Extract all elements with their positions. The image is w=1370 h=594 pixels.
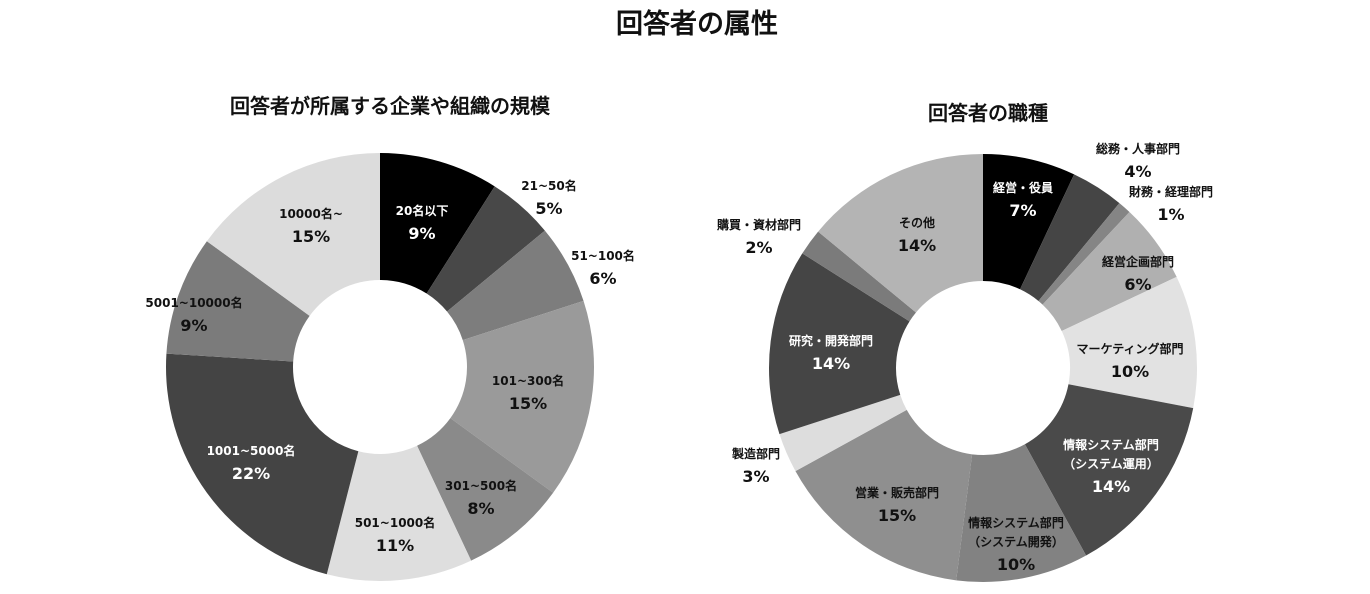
donut-slice bbox=[1061, 276, 1197, 409]
company-size-labels: 20名以下 9% 21~50名 5% 51~100名 6% 101~300名 15% 301~5… bbox=[145, 178, 635, 555]
donut-slice bbox=[326, 445, 472, 581]
slice-category-label: 経営企画部門 bbox=[1102, 254, 1174, 269]
slice-category-label: 製造部門 bbox=[731, 446, 780, 461]
donut-slice bbox=[1024, 384, 1194, 556]
slice-category-label: 21~50名 bbox=[521, 178, 576, 193]
donut-slice bbox=[426, 186, 545, 312]
slice-category-label: 301~500名 bbox=[445, 478, 517, 493]
slice-category-label: 1001~5000名 bbox=[207, 443, 296, 458]
slice-value-label: 15% bbox=[292, 227, 330, 246]
slice-value-label: 7% bbox=[1009, 201, 1036, 220]
slice-value-label: 14% bbox=[1092, 477, 1130, 496]
donut-slice bbox=[818, 154, 983, 313]
slice-value-label: 14% bbox=[898, 236, 936, 255]
job-type-slices bbox=[768, 154, 1197, 582]
donut-slice bbox=[795, 409, 973, 581]
slice-category-label: 研究・開発部門 bbox=[789, 333, 873, 348]
slice-value-label: 4% bbox=[1124, 162, 1151, 181]
slice-category-label: 20名以下 bbox=[396, 203, 449, 218]
slice-category-label: 51~100名 bbox=[571, 248, 635, 263]
donut-slice bbox=[956, 444, 1087, 582]
donut-slice bbox=[779, 394, 907, 472]
slice-value-label: 14% bbox=[812, 354, 850, 373]
slice-value-label: 10% bbox=[1111, 362, 1149, 381]
donut-slice bbox=[380, 153, 495, 294]
slice-category-label: マーケティング部門 bbox=[1076, 341, 1183, 356]
slice-category-label: 5001~10000名 bbox=[145, 295, 242, 310]
company-size-title: 回答者が所属する企業や組織の規模 bbox=[230, 94, 551, 118]
slice-value-label: 5% bbox=[535, 199, 562, 218]
slice-value-label: 6% bbox=[1124, 275, 1151, 294]
slice-category-label: 財務・経理部門 bbox=[1128, 184, 1213, 199]
company-size-slices bbox=[166, 153, 594, 581]
slice-value-label: 15% bbox=[878, 506, 916, 525]
slice-value-label: 8% bbox=[467, 499, 494, 518]
chart-main-title: 回答者の属性 bbox=[616, 8, 778, 40]
slice-category-label: 情報システム部門（システム運用） bbox=[1063, 437, 1159, 471]
donut-slice bbox=[983, 154, 1075, 290]
donut-slice bbox=[450, 300, 594, 493]
donut-slice bbox=[768, 253, 910, 435]
slice-category-label: 情報システム部門（システム開発） bbox=[968, 515, 1064, 549]
donut-slice bbox=[447, 230, 584, 341]
slice-category-label: 501~1000名 bbox=[355, 515, 436, 530]
donut-slice bbox=[166, 241, 310, 362]
donut-slice bbox=[802, 231, 916, 322]
donut-slice bbox=[1042, 212, 1177, 331]
slice-value-label: 9% bbox=[180, 316, 207, 335]
slice-category-label: 101~300名 bbox=[492, 373, 564, 388]
slice-value-label: 2% bbox=[745, 238, 772, 257]
slice-category-label: その他 bbox=[899, 215, 935, 230]
slice-value-label: 15% bbox=[509, 394, 547, 413]
slice-category-label: 10000名~ bbox=[279, 206, 343, 221]
slice-value-label: 6% bbox=[589, 269, 616, 288]
job-type-labels: 経営・役員 7% 総務・人事部門 4% 財務・経理部門 1% 経営企画部門 6% マーケティング… bbox=[716, 141, 1213, 574]
job-type-donut: 回答者の職種 経営・役員 7% 総務・人事部門 4% 財務・経理部門 1% 経営企画部門 6%… bbox=[716, 101, 1213, 582]
donut-slice bbox=[1038, 203, 1130, 305]
slice-value-label: 9% bbox=[408, 224, 435, 243]
slice-value-label: 22% bbox=[232, 464, 270, 483]
donut-slice bbox=[166, 353, 359, 575]
slice-value-label: 1% bbox=[1157, 205, 1184, 224]
slice-category-label: 購買・資材部門 bbox=[716, 217, 801, 232]
donut-slice bbox=[1020, 174, 1120, 301]
slice-category-label: 営業・販売部門 bbox=[855, 485, 939, 500]
job-type-title: 回答者の職種 bbox=[928, 101, 1048, 125]
slice-value-label: 11% bbox=[376, 536, 414, 555]
slice-value-label: 3% bbox=[742, 467, 769, 486]
company-size-donut: 回答者が所属する企業や組織の規模 20名以下 9% 21~50名 5% 51~100名 6… bbox=[145, 94, 635, 581]
donut-slice bbox=[206, 153, 380, 316]
donut-slice bbox=[417, 418, 554, 561]
slice-value-label: 10% bbox=[997, 555, 1035, 574]
slice-category-label: 経営・役員 bbox=[993, 180, 1053, 195]
slice-category-label: 総務・人事部門 bbox=[1096, 141, 1180, 156]
